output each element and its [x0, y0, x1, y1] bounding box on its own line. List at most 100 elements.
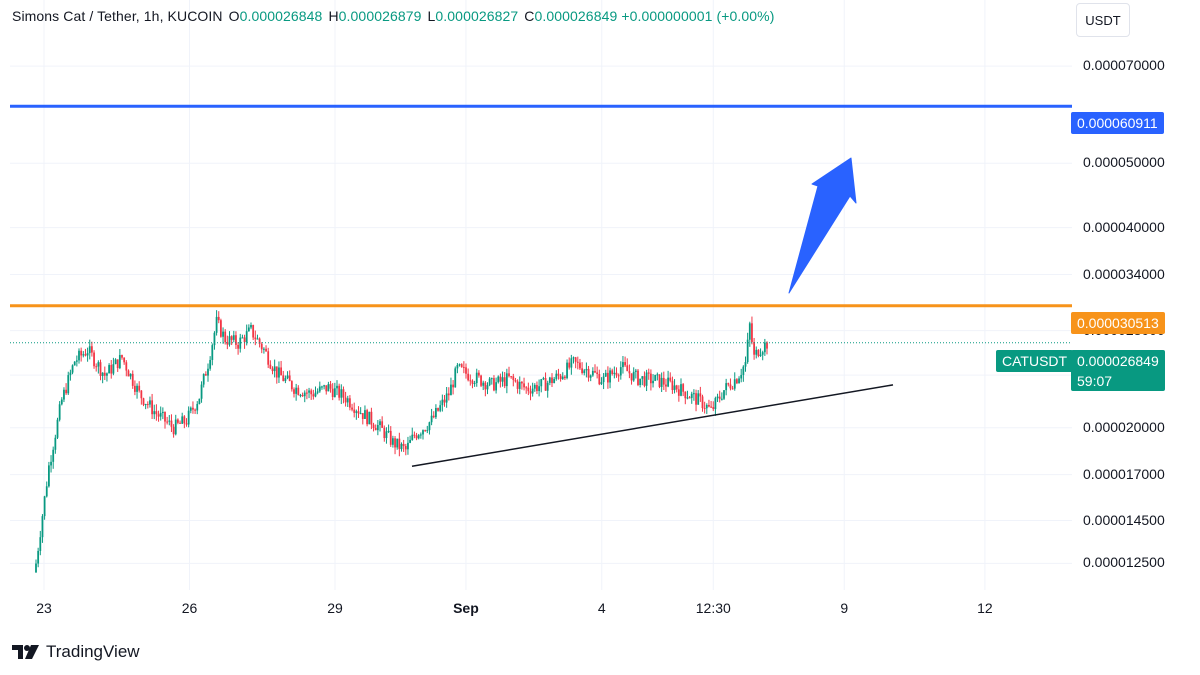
candle-body	[318, 386, 321, 392]
candle-body	[505, 373, 508, 387]
candle-body	[290, 381, 293, 390]
candle-body	[510, 376, 513, 378]
candle-body	[411, 434, 414, 440]
candle-body	[751, 323, 753, 342]
candle-body	[456, 365, 459, 369]
candle-body	[482, 382, 485, 386]
candle-body	[609, 370, 611, 383]
currency-button[interactable]: USDT	[1076, 3, 1130, 37]
change-value: +0.000000001 (+0.00%)	[621, 8, 775, 24]
candle-body	[71, 365, 74, 373]
candle-body	[394, 438, 396, 448]
candle-body	[761, 352, 764, 355]
candle-body	[278, 367, 280, 378]
candle-body	[531, 388, 534, 394]
candle-body	[355, 411, 358, 413]
candle-body	[615, 372, 618, 376]
candle-body	[202, 374, 205, 385]
candle-body	[688, 397, 691, 399]
candle-body	[572, 357, 575, 359]
candle-body	[650, 373, 652, 384]
candle-body	[35, 563, 37, 573]
low-value: 0.000026827	[435, 8, 519, 24]
candle-body	[50, 461, 52, 466]
candle-body	[134, 385, 136, 392]
candle-body	[759, 354, 762, 356]
tradingview-logo-icon	[12, 645, 39, 659]
high-value: 0.000026879	[338, 8, 422, 24]
candle-body	[101, 372, 104, 376]
candle-body	[718, 396, 721, 399]
candle-body	[84, 354, 87, 356]
candle-body	[727, 383, 730, 385]
candle-body	[376, 425, 379, 431]
candle-body	[671, 380, 674, 391]
candle-body	[241, 337, 244, 339]
candle-body	[714, 398, 717, 410]
candle-body	[667, 377, 669, 387]
candle-body	[88, 346, 91, 354]
candle-body	[164, 411, 166, 422]
candle-body	[196, 403, 199, 411]
candle-body	[701, 396, 704, 409]
candle-body	[346, 398, 349, 403]
candlestick-series	[35, 310, 768, 574]
candle-body	[387, 430, 390, 432]
candle-body	[763, 342, 766, 353]
trendline	[411, 384, 894, 468]
open-key: O	[228, 8, 240, 24]
candle-body	[454, 368, 457, 388]
candle-body	[45, 486, 48, 497]
candle-body	[250, 325, 252, 328]
price-tick-label: 0.000020000	[1083, 418, 1165, 435]
candle-body	[245, 331, 248, 343]
candle-body	[323, 385, 325, 387]
candle-body	[275, 366, 278, 378]
candle-body	[447, 393, 450, 396]
candle-body	[499, 376, 502, 382]
candle-body	[512, 376, 515, 381]
candle-body	[295, 387, 298, 394]
candle-body	[465, 367, 467, 374]
candle-body	[486, 385, 489, 390]
candle-body	[693, 393, 695, 395]
candle-body	[490, 378, 493, 380]
candle-body	[256, 338, 259, 340]
candle-body	[103, 372, 106, 376]
candle-body	[736, 379, 738, 384]
candle-body	[189, 407, 192, 411]
candle-body	[566, 362, 568, 379]
candle-body	[213, 332, 216, 346]
candle-body	[392, 438, 394, 445]
candle-body	[712, 406, 715, 410]
candle-body	[80, 350, 83, 356]
candle-body	[673, 385, 676, 391]
ticker-badge: CATUSDT	[996, 350, 1074, 372]
candle-body	[342, 389, 345, 398]
candle-body	[41, 516, 44, 538]
candle-body	[503, 377, 506, 387]
candle-body	[594, 370, 596, 373]
candle-body	[488, 378, 491, 386]
candle-body	[497, 376, 500, 383]
candle-body	[624, 362, 626, 366]
candle-body	[192, 407, 194, 410]
candle-body	[437, 408, 439, 411]
candle-body	[172, 426, 175, 435]
candle-body	[630, 373, 633, 381]
candle-body	[396, 438, 399, 448]
candle-body	[645, 372, 648, 386]
candle-body	[142, 398, 145, 405]
candle-body	[424, 430, 427, 432]
candle-body	[114, 359, 117, 365]
candle-body	[353, 409, 356, 413]
candle-body	[720, 398, 723, 400]
tradingview-watermark[interactable]: TradingView	[12, 642, 140, 662]
candle-body	[65, 389, 67, 394]
candle-body	[43, 496, 46, 517]
candle-body	[284, 378, 287, 381]
candle-body	[37, 550, 40, 564]
candle-body	[748, 323, 751, 340]
candle-body	[766, 342, 768, 349]
